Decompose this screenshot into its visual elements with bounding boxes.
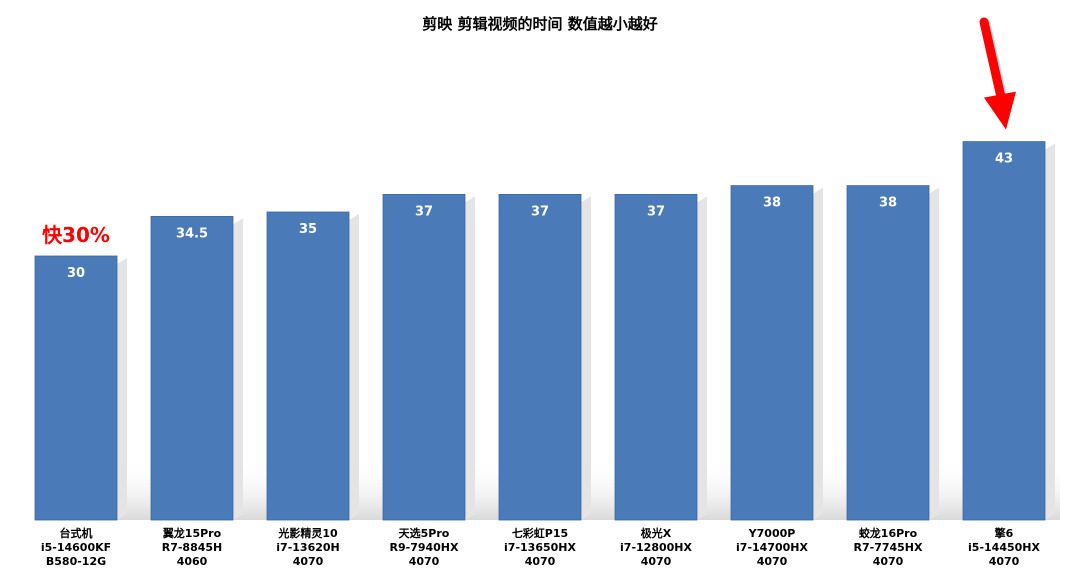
data-label: 34.5: [176, 226, 208, 241]
x-tick-label: 擎6: [995, 526, 1014, 540]
bar: [614, 193, 698, 521]
bar-side-shadow: [117, 258, 127, 520]
chart-title: 剪映 剪辑视频的时间 数值越小越好: [422, 15, 657, 33]
data-label: 35: [299, 222, 317, 237]
x-tick-label: i7-14700HX: [736, 541, 808, 554]
x-tick-label: R7-7745HX: [854, 541, 924, 554]
annotations-layer: 快30%: [42, 17, 1016, 247]
bar: [34, 255, 118, 521]
data-label: 37: [415, 204, 433, 219]
x-tick-label: Y7000P: [748, 527, 796, 540]
x-tick-label: 4070: [409, 555, 440, 568]
bar: [846, 185, 930, 521]
x-tick-label: B580-12G: [46, 555, 106, 568]
x-tick-label: 4070: [293, 555, 324, 568]
bar: [962, 141, 1046, 521]
x-tick-label: 4070: [873, 555, 904, 568]
x-tick-label: i7-13620H: [276, 541, 339, 554]
annotation-text: 快30%: [42, 223, 110, 247]
bar: [266, 211, 350, 521]
value-labels-layer: 30 34.5 35 37 37 37 38 38 43: [67, 152, 1013, 281]
x-tick-label: 蛟龙16Pro: [859, 526, 918, 540]
arrow-icon: [979, 17, 1016, 130]
x-tick-label: 翼龙15Pro: [162, 526, 222, 540]
x-tick-label: 台式机: [60, 526, 93, 540]
x-tick-label: i7-12800HX: [620, 541, 692, 554]
data-label: 43: [995, 152, 1013, 167]
bar-side-shadow: [465, 196, 475, 520]
x-tick-label: 4070: [525, 555, 556, 568]
x-tick-label: i5-14450HX: [968, 541, 1040, 554]
x-tick-label: R9-7940HX: [390, 541, 460, 554]
data-label: 37: [531, 204, 549, 219]
bar-side-shadow: [929, 187, 939, 520]
x-tick-label: 光影精灵10: [277, 526, 338, 540]
x-tick-label: 4070: [641, 555, 672, 568]
data-label: 37: [647, 204, 665, 219]
bar-side-shadow: [697, 196, 707, 520]
x-tick-label: 七彩虹P15: [512, 526, 568, 540]
x-tick-label: i7-13650HX: [504, 541, 576, 554]
bar-side-shadow: [813, 187, 823, 520]
x-tick-label: 4070: [989, 555, 1020, 568]
x-tick-label: 极光X: [641, 526, 672, 540]
bar: [730, 185, 814, 521]
bar: [498, 193, 582, 521]
x-tick-label: 4070: [757, 555, 788, 568]
data-label: 30: [67, 266, 85, 281]
bars-layer: [34, 141, 1055, 521]
x-tick-label: 天选5Pro: [399, 526, 450, 540]
x-tick-label: 4060: [177, 555, 208, 568]
bar-side-shadow: [349, 214, 359, 520]
bar-side-shadow: [233, 218, 243, 520]
x-tick-label: i5-14600KF: [41, 541, 111, 554]
bar: [150, 215, 234, 521]
bar: [382, 193, 466, 521]
bar-side-shadow: [1045, 143, 1055, 520]
data-label: 38: [879, 196, 897, 211]
bar-side-shadow: [581, 196, 591, 520]
x-tick-label: R7-8845H: [162, 541, 223, 554]
data-label: 38: [763, 196, 781, 211]
